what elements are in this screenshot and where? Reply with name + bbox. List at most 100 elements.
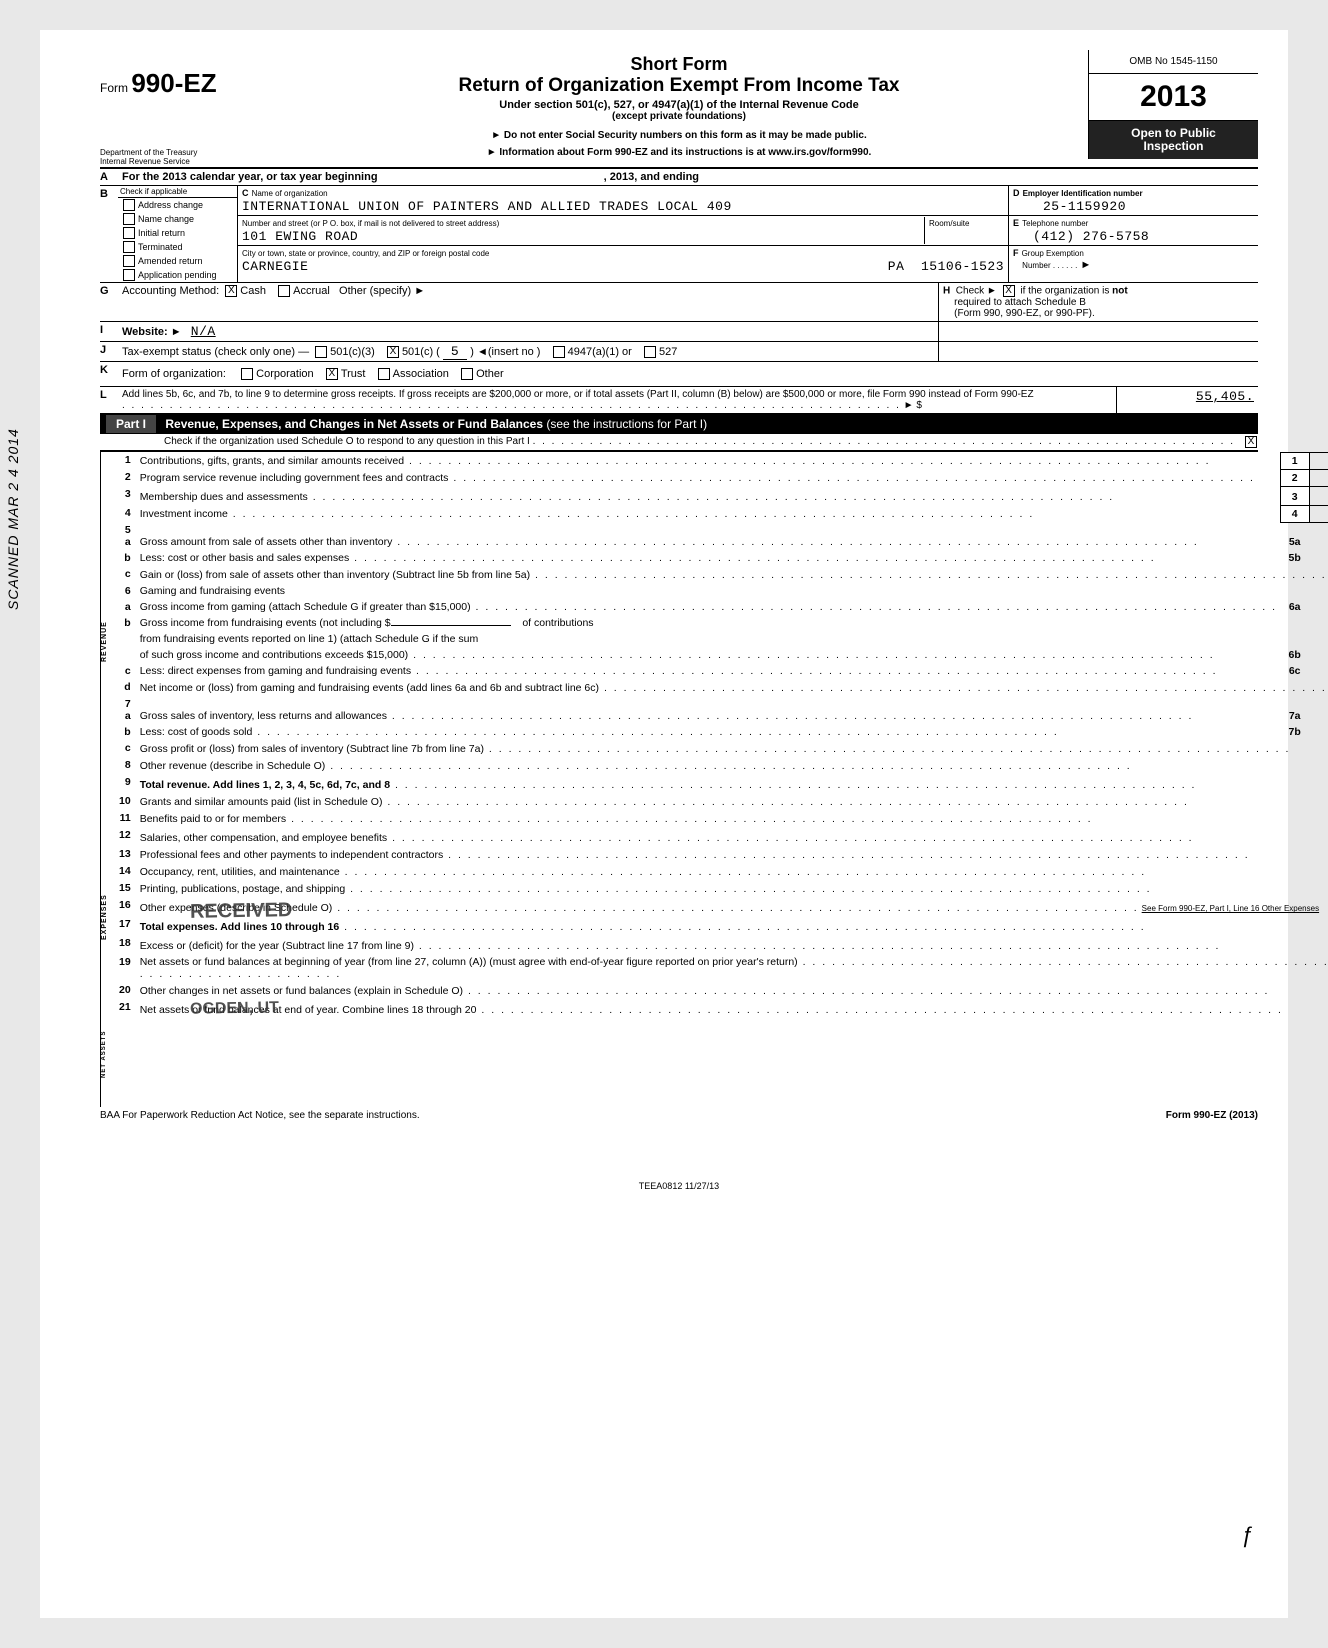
header-mid: Short Form Return of Organization Exempt… (270, 50, 1088, 162)
b-title: Check if applicable (118, 186, 237, 198)
title-ssn: ► Do not enter Social Security numbers o… (278, 130, 1080, 141)
website-value: N/A (191, 324, 216, 339)
line-20: 20Other changes in net assets or fund ba… (116, 982, 1328, 999)
part1-check-text: Check if the organization used Schedule … (160, 434, 1238, 450)
line-10: 10Grants and similar amounts paid (list … (116, 793, 1328, 810)
part1-title: Revenue, Expenses, and Changes in Net As… (165, 417, 543, 431)
title-return: Return of Organization Exempt From Incom… (278, 75, 1080, 97)
line-7a: 7 aGross sales of inventory, less return… (116, 696, 1328, 724)
j-insert: 5 (443, 344, 467, 360)
part1-note: (see the instructions for Part I) (546, 417, 707, 431)
chk-corp[interactable] (241, 368, 253, 380)
line-5c: cGain or (loss) from sale of assets othe… (116, 566, 1328, 583)
f-label: Group Exemption (1022, 249, 1084, 258)
k-label: Form of organization: (122, 368, 226, 380)
stamp-received: RECEIVED (190, 899, 293, 923)
chk-cash[interactable]: X (225, 285, 237, 297)
l-text: Add lines 5b, 6c, and 7b, to line 9 to d… (122, 389, 1034, 400)
phone-value: (412) 276-5758 (1013, 229, 1149, 244)
label-G: G (100, 283, 118, 321)
d-label: Employer Identification number (1023, 189, 1143, 198)
header-right: OMB No 1545-1150 2013 Open to Public Ins… (1088, 50, 1258, 159)
chk-4947[interactable] (553, 346, 565, 358)
chk-H[interactable]: X (1003, 285, 1015, 297)
line-14: 14Occupancy, rent, utilities, and mainte… (116, 863, 1328, 880)
org-name: INTERNATIONAL UNION OF PAINTERS AND ALLI… (242, 199, 732, 214)
form-prefix: Form (100, 81, 128, 95)
chk-address[interactable]: Address change (118, 198, 237, 212)
l-arrow: ► $ (904, 400, 922, 411)
line-6b-1: bGross income from fundraising events (n… (116, 615, 1328, 631)
row-GH: G Accounting Method: XCash Accrual Other… (100, 283, 1258, 322)
vlabel-revenue: REVENUE (100, 452, 116, 832)
c-city-block: City or town, state or province, country… (238, 246, 1008, 275)
line-17: 17Total expenses. Add lines 10 through 1… (116, 916, 1328, 935)
cell-I: Website: ► N/A (118, 322, 938, 341)
col-B-checks: Check if applicable Address change Name … (118, 186, 238, 282)
header-left: Form 990-EZ Department of the Treasury I… (100, 50, 270, 167)
chk-527[interactable] (644, 346, 656, 358)
chk-accrual[interactable] (278, 285, 290, 297)
row-J: J Tax-exempt status (check only one) — 5… (100, 342, 1258, 362)
chk-terminated[interactable]: Terminated (118, 240, 237, 254)
c-name-block: C Name of organization INTERNATIONAL UNI… (238, 186, 1008, 216)
chk-name[interactable]: Name change (118, 212, 237, 226)
stamp-ogden: OGDEN, UT (190, 999, 279, 1019)
omb-number: OMB No 1545-1150 (1089, 50, 1258, 74)
chk-trust[interactable]: X (326, 368, 338, 380)
part1-check-row: Check if the organization used Schedule … (100, 434, 1258, 451)
line-18: 18Excess or (deficit) for the year (Subt… (116, 935, 1328, 954)
line-6a: aGross income from gaming (attach Schedu… (116, 599, 1328, 615)
line-4: 4Investment income4 (116, 505, 1328, 522)
l-value: 55,405. (1116, 387, 1258, 413)
d-block: D Employer Identification number 25-1159… (1009, 186, 1258, 216)
line-7b: bLess: cost of goods sold7b (116, 724, 1328, 740)
row-K: K Form of organization: Corporation XTru… (100, 362, 1258, 387)
label-K: K (100, 362, 118, 386)
g-other: Other (specify) ► (339, 285, 425, 297)
lines-table: 1Contributions, gifts, grants, and simil… (116, 452, 1328, 1019)
ein-value: 25-1159920 (1013, 199, 1126, 214)
line-3: 3Membership dues and assessments355,405. (116, 486, 1328, 505)
e-label: Telephone number (1022, 219, 1088, 228)
cell-A: For the 2013 calendar year, or tax year … (118, 169, 1258, 185)
dept-irs: Internal Revenue Service (100, 158, 270, 167)
f-label2: Number . . . . . . (1022, 261, 1077, 270)
chk-pending[interactable]: Application pending (118, 268, 237, 282)
i-label: Website: ► (122, 326, 182, 338)
line-1: 1Contributions, gifts, grants, and simil… (116, 452, 1328, 469)
f-block: F Group Exemption Number . . . . . . ► (1009, 246, 1258, 272)
e-block: E Telephone number (412) 276-5758 (1009, 216, 1258, 246)
line-2: 2Program service revenue including gover… (116, 469, 1328, 486)
label-A: A (100, 169, 118, 185)
chk-initial[interactable]: Initial return (118, 226, 237, 240)
chk-501c3[interactable] (315, 346, 327, 358)
title-section: Under section 501(c), 527, or 4947(a)(1)… (278, 99, 1080, 111)
inspection-block: Open to Public Inspection (1089, 121, 1258, 159)
form-page: SCANNED MAR 2 4 2014 Form 990-EZ Departm… (40, 30, 1288, 1618)
chk-501c[interactable]: X (387, 346, 399, 358)
label-J: J (100, 342, 118, 361)
c-street-label: Number and street (or P O. box, if mail … (242, 219, 499, 228)
cell-K: Form of organization: Corporation XTrust… (118, 362, 1258, 386)
initial-mark: ƒ (1241, 1522, 1253, 1548)
org-city: CARNEGIE (242, 259, 308, 274)
line-8: 8Other revenue (describe in Schedule O)8 (116, 757, 1328, 774)
line-15: 15Printing, publications, postage, and s… (116, 880, 1328, 897)
chk-assoc[interactable] (378, 368, 390, 380)
chk-amended[interactable]: Amended return (118, 254, 237, 268)
line-19: 19Net assets or fund balances at beginni… (116, 954, 1328, 982)
teea-code: TEEA0812 11/27/13 (100, 1181, 1258, 1191)
j-label: Tax-exempt status (check only one) — (122, 346, 309, 358)
chk-schedO[interactable]: X (1245, 436, 1257, 448)
org-state: PA (888, 259, 905, 274)
footer-right: Form 990-EZ (2013) (1166, 1110, 1258, 1121)
a-text: For the 2013 calendar year, or tax year … (122, 171, 378, 183)
cell-G: Accounting Method: XCash Accrual Other (… (118, 283, 938, 321)
line-6d: dNet income or (loss) from gaming and fu… (116, 679, 1328, 696)
c-room-label: Room/suite (929, 219, 969, 228)
row-I: I Website: ► N/A (100, 322, 1258, 342)
row-A: A For the 2013 calendar year, or tax yea… (100, 169, 1258, 186)
chk-other-org[interactable] (461, 368, 473, 380)
tax-year: 2013 (1089, 74, 1258, 121)
